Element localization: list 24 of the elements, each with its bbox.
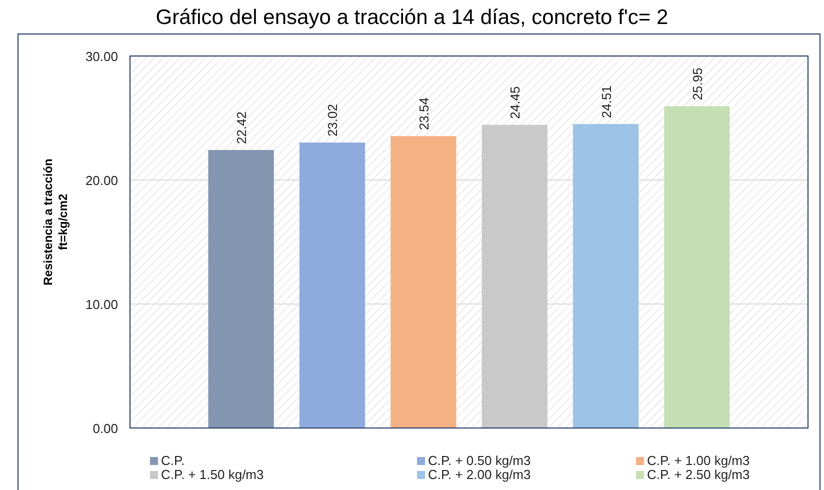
data-label: 24.51 — [598, 86, 614, 118]
data-label: 24.45 — [508, 86, 523, 119]
chart-title: Gráfico del ensayo a tracción a 14 días, concreto f'c= 2 — [156, 6, 668, 29]
legend-label: C.P. + 2.00 kg/m3 — [428, 467, 531, 482]
y-tick-label: 10.00 — [85, 297, 118, 312]
legend-label: C.P. + 1.50 kg/m3 — [161, 467, 264, 482]
bar — [482, 124, 548, 428]
y-tick-label: 0.00 — [92, 421, 118, 436]
y-axis-title: Resistencia a tracción ft=kg/cm2 — [41, 158, 70, 286]
bar — [208, 150, 274, 428]
bar — [664, 106, 730, 428]
data-label: 23.02 — [325, 104, 340, 137]
bar — [572, 124, 639, 428]
legend-label: C.P. + 2.50 kg/m3 — [647, 467, 750, 482]
legend-label: C.P. — [161, 453, 185, 468]
legend-label: C.P. + 1.00 kg/m3 — [647, 453, 750, 468]
bar — [299, 142, 366, 428]
data-label: 23.54 — [416, 98, 432, 130]
legend-label: C.P. + 0.50 kg/m3 — [428, 453, 531, 468]
y-tick-label: 30.00 — [85, 49, 118, 64]
y-tick-label: 20.00 — [85, 173, 118, 188]
data-label: 25.95 — [690, 68, 705, 100]
data-label: 22.42 — [234, 111, 250, 144]
bar — [390, 136, 456, 428]
